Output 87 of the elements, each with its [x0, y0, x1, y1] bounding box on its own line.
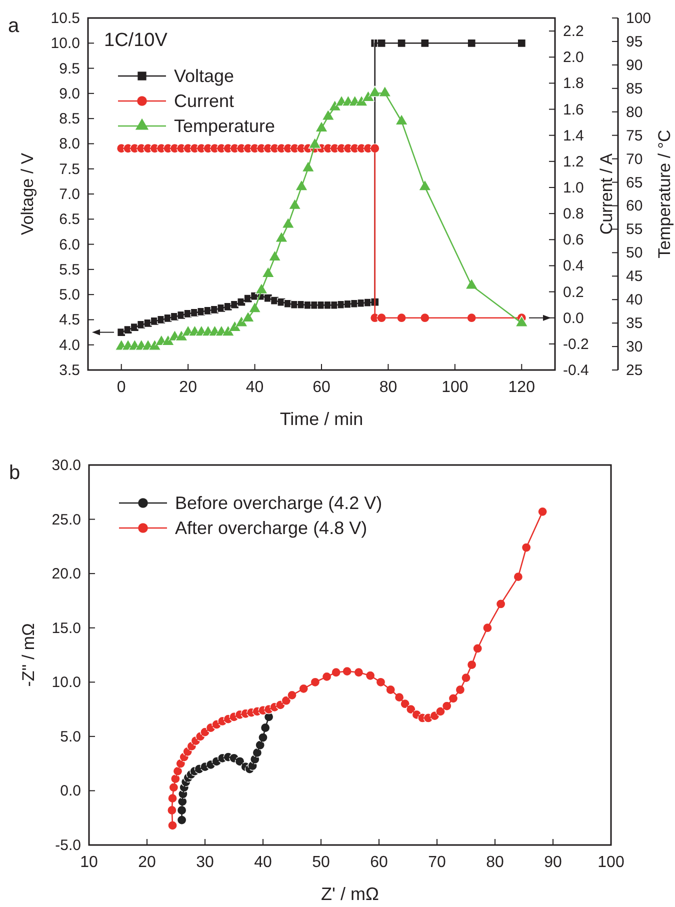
y-tick-label: 9.0 — [59, 85, 80, 102]
y2-tick-label: 1.2 — [563, 153, 584, 170]
x-tick-label: 40 — [254, 854, 272, 871]
y-tick-label: 5.0 — [60, 728, 81, 746]
x-tick-label: 10 — [80, 854, 98, 871]
y3-tick-label: 70 — [626, 150, 643, 168]
y2-tick-label: 0.2 — [563, 284, 584, 301]
y3-tick-label: 80 — [626, 104, 643, 121]
x-tick-label: 40 — [246, 379, 264, 396]
y-tick-label: 10.0 — [50, 35, 80, 52]
y3-tick-label: 25 — [626, 362, 643, 379]
y3-tick-label: 85 — [626, 80, 643, 98]
y-tick-label: 6.0 — [59, 236, 80, 254]
legend-label: Current — [174, 91, 234, 111]
x-tick-label: 20 — [179, 379, 198, 396]
y2-tick-label: 1.8 — [563, 75, 584, 92]
y2-tick-label: -0.2 — [563, 336, 589, 353]
y-tick-label: 6.5 — [59, 211, 80, 228]
y2-tick-label: 1.6 — [563, 101, 584, 118]
y2-tick-label: -0.4 — [563, 362, 589, 379]
y2-tick-label: 0.0 — [563, 310, 584, 327]
x-tick-label: 60 — [370, 854, 388, 871]
legend-label: After overcharge (4.8 V) — [175, 518, 368, 538]
y-tick-label: 8.5 — [59, 110, 80, 128]
y2-tick-label: 1.4 — [563, 127, 584, 144]
x-tick-label: 50 — [312, 854, 330, 871]
y-tick-label: 5.5 — [59, 261, 80, 278]
y-tick-label: 7.5 — [59, 160, 80, 178]
y-tick-label: 8.0 — [59, 136, 80, 153]
x-axis-title: Z' / mΩ — [321, 884, 379, 904]
y2-tick-label: 0.8 — [563, 206, 584, 223]
y3-tick-label: 50 — [626, 244, 643, 262]
y-tick-label: 10.0 — [52, 674, 81, 692]
x-tick-label: 0 — [116, 379, 126, 396]
x-tick-label: 100 — [442, 379, 468, 396]
y-axis-title: Voltage / V — [18, 152, 37, 236]
y3-tick-label: 65 — [626, 174, 643, 192]
y-tick-label: 15.0 — [52, 620, 81, 637]
x-tick-label: 80 — [486, 854, 504, 871]
legend-label: Temperature — [174, 116, 276, 136]
x-tick-label: 70 — [428, 854, 446, 871]
y-tick-label: 0.0 — [60, 782, 81, 800]
y2-tick-label: 2.2 — [563, 23, 584, 40]
y3-tick-label: 55 — [626, 221, 643, 238]
y-tick-label: 4.5 — [59, 312, 80, 329]
annotation: 1C/10V — [104, 30, 168, 51]
x-tick-label: 30 — [196, 854, 214, 871]
y2-tick-label: 0.6 — [563, 232, 584, 249]
y2-axis-title: Current / A — [597, 152, 616, 235]
point — [168, 820, 178, 830]
legend-label: Before overcharge (4.2 V) — [175, 493, 382, 513]
y-tick-label: 10.5 — [50, 10, 80, 27]
y3-tick-label: 100 — [626, 10, 652, 27]
y-tick-label: -5.0 — [55, 837, 81, 854]
point — [515, 316, 528, 327]
y-tick-label: 30.0 — [52, 457, 81, 474]
y3-tick-label: 40 — [626, 292, 643, 309]
x-tick-label: 20 — [138, 854, 156, 871]
x-tick-label: 60 — [312, 379, 330, 396]
legend-label: Voltage — [174, 66, 234, 86]
chart-title: b — [9, 462, 20, 484]
y2-tick-label: 0.4 — [563, 258, 584, 275]
chart-title: a — [8, 15, 20, 37]
y3-tick-label: 35 — [626, 315, 643, 332]
x-tick-label: 80 — [379, 379, 398, 396]
y2-tick-label: 2.0 — [563, 49, 584, 66]
y-tick-label: 9.5 — [59, 60, 80, 78]
y-tick-label: 4.0 — [59, 336, 80, 354]
y-tick-label: 3.5 — [59, 362, 80, 379]
y2-tick-label: 1.0 — [563, 179, 584, 196]
y3-tick-label: 30 — [626, 338, 643, 356]
x-tick-label: 90 — [544, 854, 562, 871]
y3-tick-label: 45 — [626, 268, 643, 286]
x-axis-title: Time / min — [280, 409, 364, 429]
y3-tick-label: 60 — [626, 198, 643, 215]
x-tick-label: 120 — [508, 379, 536, 396]
y-tick-label: 5.0 — [59, 286, 80, 304]
y3-tick-label: 90 — [626, 56, 643, 74]
y-tick-label: 7.0 — [59, 186, 80, 203]
y-tick-label: 20.0 — [52, 566, 81, 583]
y-axis-title: -Z'' / mΩ — [19, 623, 38, 687]
y3-tick-label: 95 — [626, 33, 643, 50]
point — [538, 506, 548, 517]
y-tick-label: 25.0 — [52, 511, 81, 528]
y3-tick-label: 75 — [626, 127, 643, 144]
y3-axis-title: Temperature / °C — [655, 130, 674, 258]
x-tick-label: 100 — [598, 854, 624, 871]
